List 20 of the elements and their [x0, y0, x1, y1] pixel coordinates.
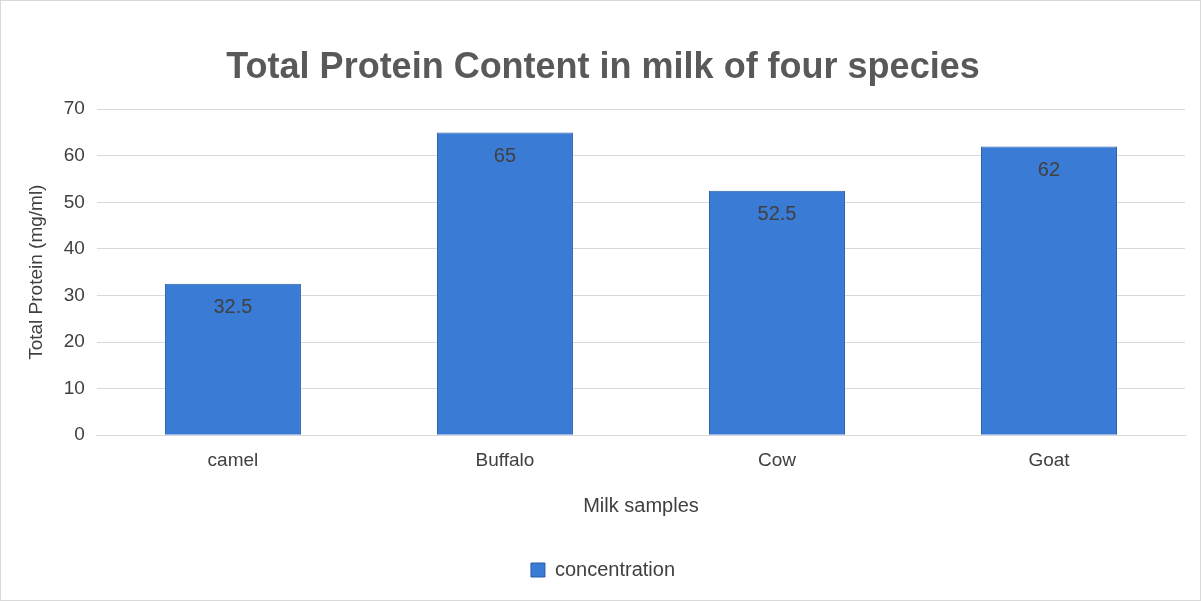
- legend-label: concentration: [554, 557, 676, 580]
- y-tick-label: 70: [63, 97, 85, 119]
- x-axis-title: Milk samples: [583, 493, 699, 516]
- y-axis-title: Total Protein (mg/ml): [24, 184, 46, 360]
- y-tick-label: 0: [74, 423, 85, 445]
- y-tick-label: 40: [63, 237, 85, 259]
- x-tick-label: camel: [207, 448, 259, 470]
- y-tick-label: 30: [63, 283, 85, 305]
- y-tick-label: 20: [63, 330, 85, 352]
- x-tick-label: Buffalo: [475, 448, 535, 470]
- data-label: 32.5: [213, 295, 253, 318]
- x-tick-label: Goat: [1028, 448, 1071, 470]
- y-tick-label: 60: [63, 144, 85, 166]
- data-label: 62: [1037, 157, 1061, 180]
- chart-title: Total Protein Content in milk of four species: [226, 44, 980, 86]
- y-tick-label: 50: [63, 190, 85, 212]
- data-label: 65: [493, 144, 517, 166]
- y-tick-label: 10: [63, 376, 85, 398]
- data-label: 52.5: [757, 202, 797, 225]
- x-tick-label: Cow: [757, 448, 797, 470]
